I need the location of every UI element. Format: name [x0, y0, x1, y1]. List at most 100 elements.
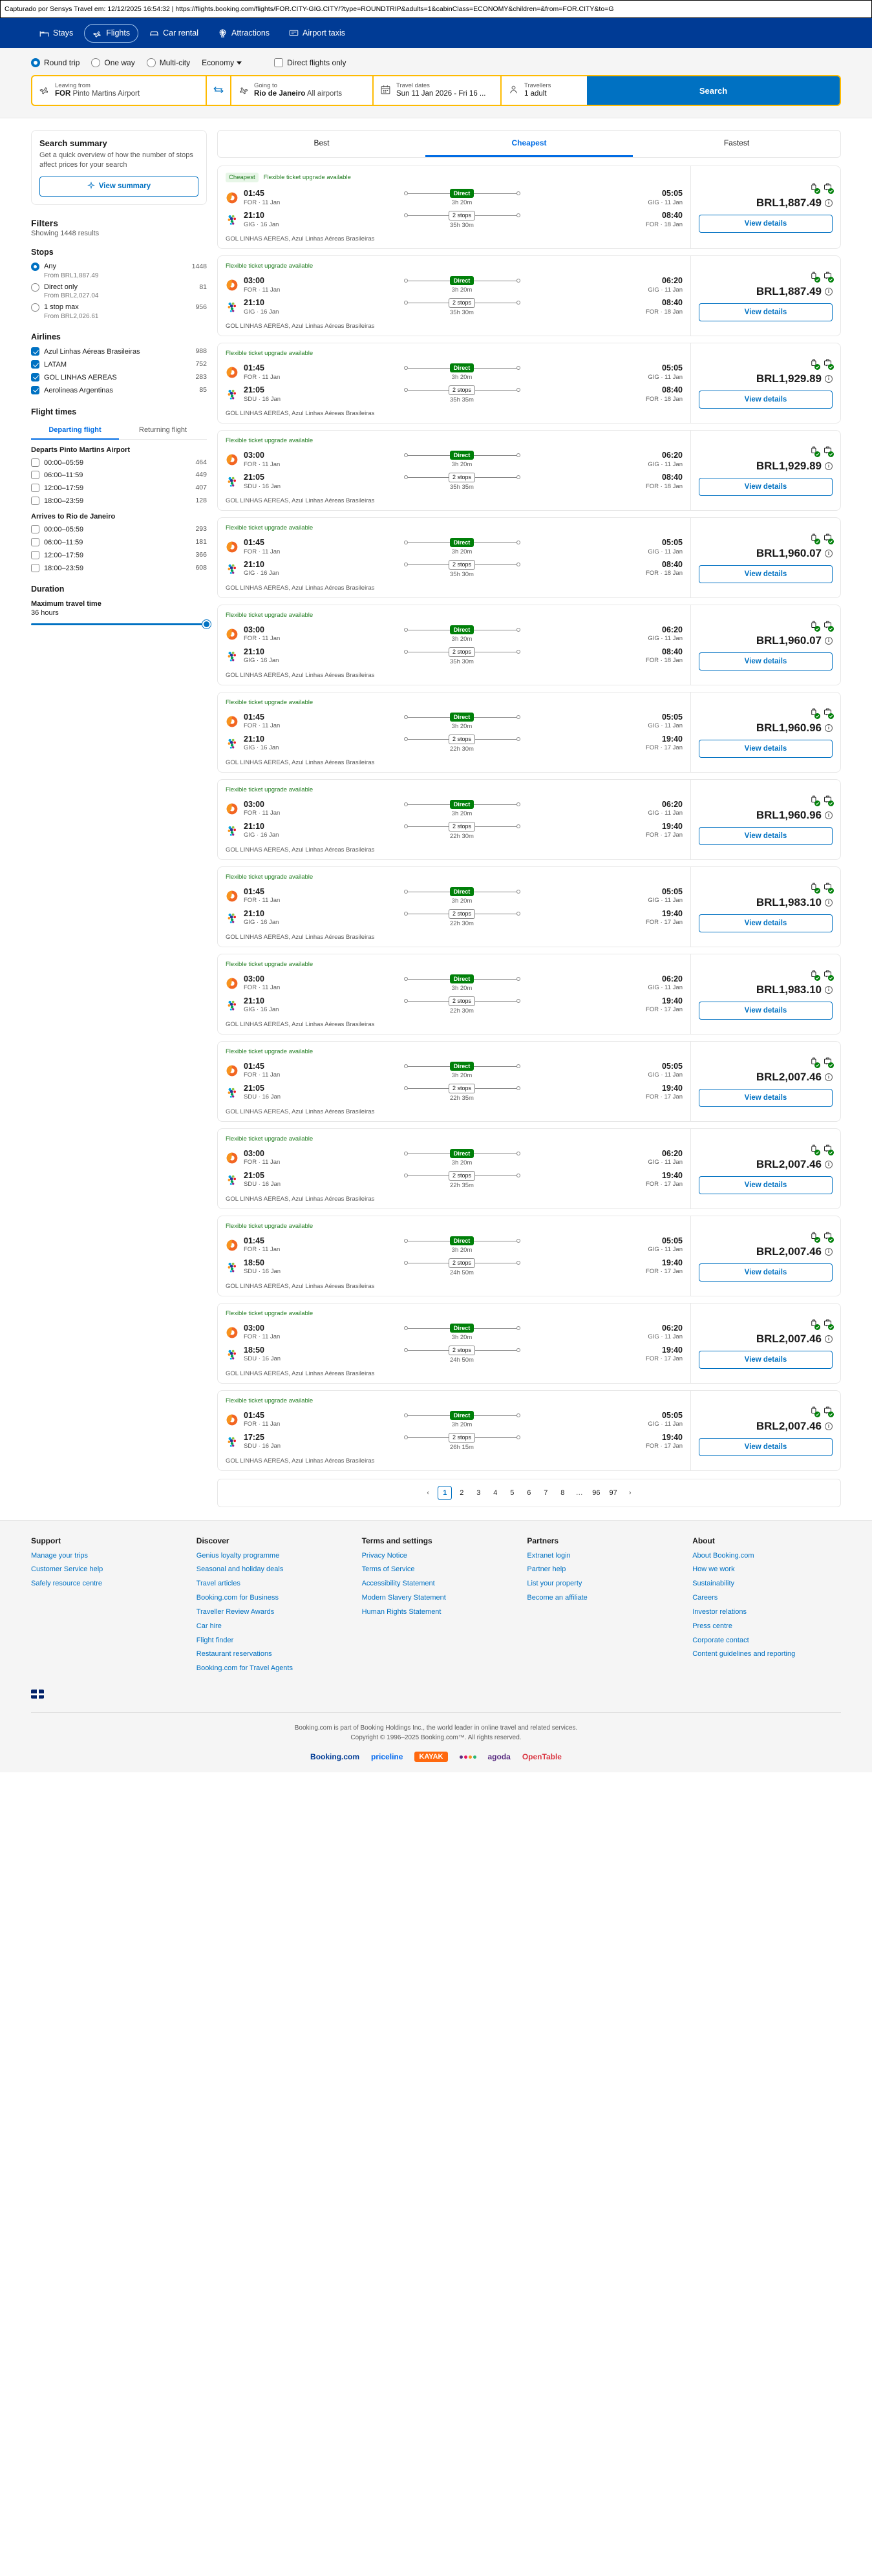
flight-card[interactable]: Flexible ticket upgrade available 03:00 FO…: [217, 429, 841, 511]
airline-option-gol[interactable]: GOL LINHAS AEREAS 283: [31, 372, 207, 383]
footer-link[interactable]: Extranet login: [527, 1551, 571, 1560]
airline-option-latam[interactable]: LATAM 752: [31, 360, 207, 370]
price-info-icon[interactable]: i: [825, 898, 833, 907]
trip-type-round-trip[interactable]: Round trip: [31, 58, 80, 67]
flight-card[interactable]: Flexible ticket upgrade available 01:45 FO…: [217, 1215, 841, 1296]
stops-option-one-stop-max[interactable]: 1 stop max From BRL2,026.61 956: [31, 303, 207, 321]
sort-tab-best[interactable]: Best: [314, 138, 330, 147]
pagination-prev[interactable]: ‹: [427, 1488, 430, 1497]
pagination-page-3[interactable]: 3: [476, 1488, 481, 1497]
swap-airports-button[interactable]: [207, 76, 230, 105]
pagination-page-97[interactable]: 97: [609, 1488, 617, 1497]
view-details-button[interactable]: View details: [699, 1350, 833, 1369]
price-info-icon[interactable]: i: [825, 724, 833, 732]
brand-agoda[interactable]: agoda: [487, 1752, 511, 1762]
stops-option-direct-only[interactable]: Direct only From BRL2,027.04 81: [31, 283, 207, 301]
arrives-slot-0[interactable]: 00:00–05:59 293: [31, 524, 207, 535]
footer-link[interactable]: Terms of Service: [361, 1565, 415, 1574]
price-info-icon[interactable]: i: [825, 1335, 833, 1343]
arrives-slot-1[interactable]: 06:00–11:59 181: [31, 537, 207, 548]
view-details-button[interactable]: View details: [699, 1001, 833, 1020]
pagination-page-1[interactable]: 1: [438, 1485, 452, 1500]
view-summary-button[interactable]: View summary: [39, 176, 198, 197]
footer-link[interactable]: Safely resource centre: [31, 1580, 103, 1588]
destination-field[interactable]: Going to Rio de Janeiro All airports: [231, 76, 372, 105]
footer-link[interactable]: Traveller Review Awards: [196, 1607, 275, 1616]
flight-card[interactable]: Flexible ticket upgrade available 01:45 FO…: [217, 1390, 841, 1471]
origin-field[interactable]: Leaving from FOR Pinto Martins Airport: [32, 76, 206, 105]
price-info-icon[interactable]: i: [825, 811, 833, 819]
travel-dates-field[interactable]: Travel dates Sun 11 Jan 2026 - Fri 16 ..…: [374, 76, 500, 105]
flight-card[interactable]: Flexible ticket upgrade available 01:45 FO…: [217, 1040, 841, 1122]
footer-link[interactable]: Sustainability: [692, 1580, 735, 1588]
price-info-icon[interactable]: i: [825, 287, 833, 295]
nav-item-airport-taxis[interactable]: Airport taxis: [281, 24, 354, 43]
footer-link[interactable]: Car hire: [196, 1622, 222, 1630]
flight-card[interactable]: Flexible ticket upgrade available 03:00 FO…: [217, 1302, 841, 1384]
trip-type-multi-city[interactable]: Multi-city: [146, 58, 190, 67]
footer-link[interactable]: Genius loyalty programme: [196, 1551, 280, 1560]
footer-link[interactable]: List your property: [527, 1580, 582, 1588]
flight-card[interactable]: Flexible ticket upgrade available 01:45 FO…: [217, 866, 841, 947]
flight-card[interactable]: Flexible ticket upgrade available 01:45 FO…: [217, 517, 841, 598]
pagination-page-8[interactable]: 8: [560, 1488, 565, 1497]
departs-slot-3[interactable]: 18:00–23:59 128: [31, 496, 207, 506]
brand-priceline[interactable]: priceline: [371, 1752, 403, 1762]
footer-link[interactable]: Seasonal and holiday deals: [196, 1565, 284, 1574]
cabin-class-select[interactable]: Economy: [202, 58, 242, 67]
departs-slot-0[interactable]: 00:00–05:59 464: [31, 458, 207, 468]
footer-link[interactable]: Content guidelines and reporting: [692, 1650, 796, 1658]
footer-link[interactable]: Modern Slavery Statement: [361, 1594, 446, 1602]
footer-link[interactable]: Become an affiliate: [527, 1594, 588, 1602]
pagination-page-2[interactable]: 2: [460, 1488, 464, 1497]
brand-booking[interactable]: Booking.com: [310, 1752, 360, 1762]
price-info-icon[interactable]: i: [825, 1160, 833, 1168]
duration-slider[interactable]: [31, 620, 211, 629]
price-info-icon[interactable]: i: [825, 1247, 833, 1256]
footer-link[interactable]: Customer Service help: [31, 1565, 103, 1574]
footer-link[interactable]: Press centre: [692, 1622, 732, 1630]
view-details-button[interactable]: View details: [699, 390, 833, 409]
footer-link[interactable]: Manage your trips: [31, 1551, 89, 1560]
arrives-slot-2[interactable]: 12:00–17:59 366: [31, 550, 207, 561]
footer-link[interactable]: Partner help: [527, 1565, 566, 1574]
tab-returning-flight[interactable]: Returning flight: [139, 425, 187, 434]
view-details-button[interactable]: View details: [699, 1437, 833, 1456]
view-details-button[interactable]: View details: [699, 1263, 833, 1282]
nav-item-flights[interactable]: Flights: [84, 23, 139, 43]
search-button[interactable]: Search: [587, 76, 840, 105]
trip-type-one-way[interactable]: One way: [91, 58, 135, 67]
sort-tab-fastest[interactable]: Fastest: [723, 138, 750, 147]
nav-item-stays[interactable]: Stays: [31, 24, 81, 43]
pagination-next[interactable]: ›: [628, 1488, 632, 1497]
departs-slot-1[interactable]: 06:00–11:59 449: [31, 470, 207, 480]
footer-link[interactable]: Restaurant reservations: [196, 1650, 272, 1658]
view-details-button[interactable]: View details: [699, 739, 833, 758]
footer-link[interactable]: Human Rights Statement: [361, 1607, 441, 1616]
price-info-icon[interactable]: i: [825, 199, 833, 207]
price-info-icon[interactable]: i: [825, 1422, 833, 1430]
tab-departing-flight[interactable]: Departing flight: [31, 422, 119, 440]
flight-card[interactable]: Flexible ticket upgrade available 03:00 FO…: [217, 255, 841, 336]
footer-link[interactable]: Privacy Notice: [361, 1551, 407, 1560]
view-details-button[interactable]: View details: [699, 826, 833, 845]
pagination-page-4[interactable]: 4: [493, 1488, 498, 1497]
view-details-button[interactable]: View details: [699, 214, 833, 233]
view-details-button[interactable]: View details: [699, 652, 833, 671]
airline-option-aerolineas[interactable]: Aerolineas Argentinas 85: [31, 385, 207, 396]
nav-item-car-rental[interactable]: Car rental: [141, 24, 207, 43]
price-info-icon[interactable]: i: [825, 462, 833, 470]
footer-link[interactable]: Booking.com for Travel Agents: [196, 1664, 293, 1673]
footer-link[interactable]: Travel articles: [196, 1580, 240, 1588]
footer-link[interactable]: Corporate contact: [692, 1636, 749, 1644]
footer-link[interactable]: Accessibility Statement: [361, 1580, 435, 1588]
flight-card[interactable]: Flexible ticket upgrade available 03:00 FO…: [217, 953, 841, 1035]
stops-option-any[interactable]: Any From BRL1,887.49 1448: [31, 262, 207, 280]
pagination-page-5[interactable]: 5: [510, 1488, 515, 1497]
pagination-page-6[interactable]: 6: [527, 1488, 531, 1497]
view-details-button[interactable]: View details: [699, 1175, 833, 1194]
pagination-page-7[interactable]: 7: [544, 1488, 548, 1497]
footer-link[interactable]: Careers: [692, 1594, 718, 1602]
price-info-icon[interactable]: i: [825, 549, 833, 557]
flight-card[interactable]: Flexible ticket upgrade available 01:45 FO…: [217, 342, 841, 424]
